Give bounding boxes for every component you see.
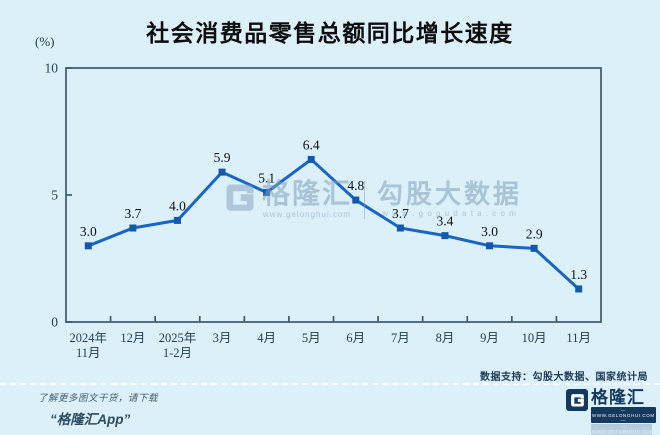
data-point-marker bbox=[486, 242, 494, 250]
data-point-marker bbox=[575, 285, 583, 293]
x-axis-tick-label: 8月 bbox=[436, 331, 455, 345]
data-point-label: 6.4 bbox=[303, 137, 320, 152]
data-point-marker bbox=[263, 188, 271, 196]
data-point-label: 5.9 bbox=[214, 150, 231, 165]
data-point-marker bbox=[396, 224, 404, 232]
data-line bbox=[87, 157, 580, 291]
data-point-label: 3.7 bbox=[124, 206, 141, 221]
app-promo: 了解更多图文干货，请下载 “格隆汇App” bbox=[38, 390, 158, 428]
x-axis-tick-label: 4月 bbox=[257, 331, 276, 345]
plot-border bbox=[65, 67, 602, 323]
promo-text: 了解更多图文干货，请下载 bbox=[38, 393, 159, 404]
y-axis-tick-label: 5 bbox=[51, 188, 58, 203]
data-point-marker bbox=[218, 168, 226, 176]
data-point-marker bbox=[129, 224, 137, 232]
x-axis-tick-label: 5月 bbox=[302, 331, 321, 345]
gelonghui-logo-url: — WWW.GELONGHUI.COM — bbox=[591, 407, 656, 423]
x-axis-tick-label: 7月 bbox=[391, 331, 410, 345]
x-axis-tick-label: 6月 bbox=[346, 331, 365, 345]
x-axis-tick-label: 9月 bbox=[480, 331, 499, 345]
line-chart: 0 5 10 2024年 11月 12月 2025年 1-2月 3月 4月 5月 6月 7月 8月 9月 10… bbox=[45, 61, 602, 360]
gelonghui-logo-reflection: 格隆汇 — WWW.GELONGHUI.COM — bbox=[566, 424, 656, 435]
data-point-marker bbox=[530, 244, 538, 252]
promo-app-name: “格隆汇App” bbox=[50, 412, 131, 427]
data-point-label: 3.0 bbox=[80, 224, 97, 239]
gelonghui-logo-text: 格隆汇 bbox=[591, 388, 645, 407]
gelonghui-logo-block: 格隆汇 — WWW.GELONGHUI.COM — 格隆汇 — WWW.GELO… bbox=[566, 389, 656, 435]
data-point-label: 3.7 bbox=[392, 206, 409, 221]
data-point-marker bbox=[307, 155, 315, 163]
x-axis-tick-label: 2024年 11月 bbox=[70, 331, 108, 360]
chart-title: 社会消费品零售总额同比增长速度 bbox=[146, 20, 514, 46]
x-axis-tick-label: 10月 bbox=[522, 331, 547, 345]
data-point-marker bbox=[441, 232, 449, 240]
x-axis-tick-label: 2025年 1-2月 bbox=[159, 331, 197, 360]
data-point-label: 5.1 bbox=[258, 170, 275, 185]
y-axis-unit-label: (%) bbox=[35, 34, 55, 49]
x-axis-tick-label: 3月 bbox=[213, 331, 232, 345]
x-axis-tick-label: 12月 bbox=[120, 331, 145, 345]
data-point-marker bbox=[84, 242, 92, 250]
data-point-label: 3.0 bbox=[481, 224, 498, 239]
data-point-label: 4.0 bbox=[169, 198, 186, 213]
y-axis-tick-label: 10 bbox=[45, 61, 59, 76]
data-point-label: 4.8 bbox=[347, 178, 364, 193]
footer-divider bbox=[0, 383, 660, 385]
data-point-label: 3.4 bbox=[437, 214, 454, 229]
data-point-label: 2.9 bbox=[526, 226, 543, 241]
data-point-label: 1.3 bbox=[570, 267, 587, 282]
data-point-marker bbox=[352, 196, 360, 204]
gelonghui-logo: 格隆汇 — WWW.GELONGHUI.COM — bbox=[566, 389, 656, 423]
data-point-marker bbox=[173, 216, 181, 224]
y-axis-tick-label: 0 bbox=[51, 315, 58, 330]
x-axis-tick-label: 11月 bbox=[566, 331, 591, 345]
gelonghui-g-icon bbox=[566, 389, 588, 411]
data-source-note: 数据支持：勾股大数据、国家统计局 bbox=[480, 372, 648, 383]
